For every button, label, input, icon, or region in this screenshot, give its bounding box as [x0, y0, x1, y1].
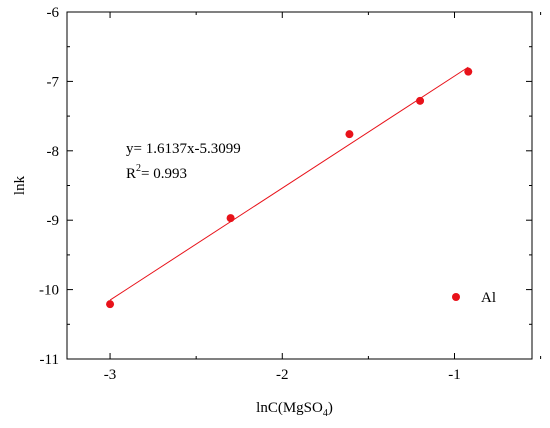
fit-line-group — [109, 66, 469, 301]
axis-ticks — [67, 11, 542, 360]
data-point — [416, 96, 425, 105]
data-point — [106, 300, 115, 309]
y-axis-title: lnk — [12, 175, 28, 195]
r-squared-superscript: 2 — [136, 163, 141, 174]
x-tick-label: -3 — [104, 367, 117, 383]
plot-frame — [66, 11, 533, 360]
y-tick-label: -7 — [47, 74, 60, 90]
tick-labels: -11 -10 -9 -8 -7 -6 -3 -2 -1 — [39, 5, 461, 383]
x-tick-label: -1 — [448, 367, 461, 383]
data-point — [226, 214, 235, 223]
r-squared-label: R2= 0.993 — [126, 163, 187, 182]
r-squared-value: = 0.993 — [141, 166, 187, 182]
y-tick-label: -9 — [47, 213, 60, 229]
fit-line — [109, 66, 469, 301]
data-points — [106, 67, 473, 309]
x-tick-label: -2 — [276, 367, 289, 383]
legend-marker-al — [452, 293, 460, 301]
x-axis-title-tail: ) — [328, 400, 333, 416]
y-tick-label: -11 — [40, 352, 59, 368]
x-axis-title-subscript: 4 — [323, 408, 328, 419]
r-squared-prefix: R — [126, 166, 136, 182]
data-point — [345, 130, 354, 139]
data-point — [464, 67, 473, 76]
regression-equation: y= 1.6137x-5.3099 — [126, 141, 241, 157]
x-axis-title: lnC(MgSO4) — [256, 400, 333, 419]
legend-label-al: Al — [481, 290, 496, 306]
y-tick-label: -6 — [47, 5, 60, 21]
y-tick-label: -8 — [47, 144, 60, 160]
y-tick-label: -10 — [39, 283, 59, 299]
x-axis-title-main: lnC(MgSO — [256, 400, 323, 416]
